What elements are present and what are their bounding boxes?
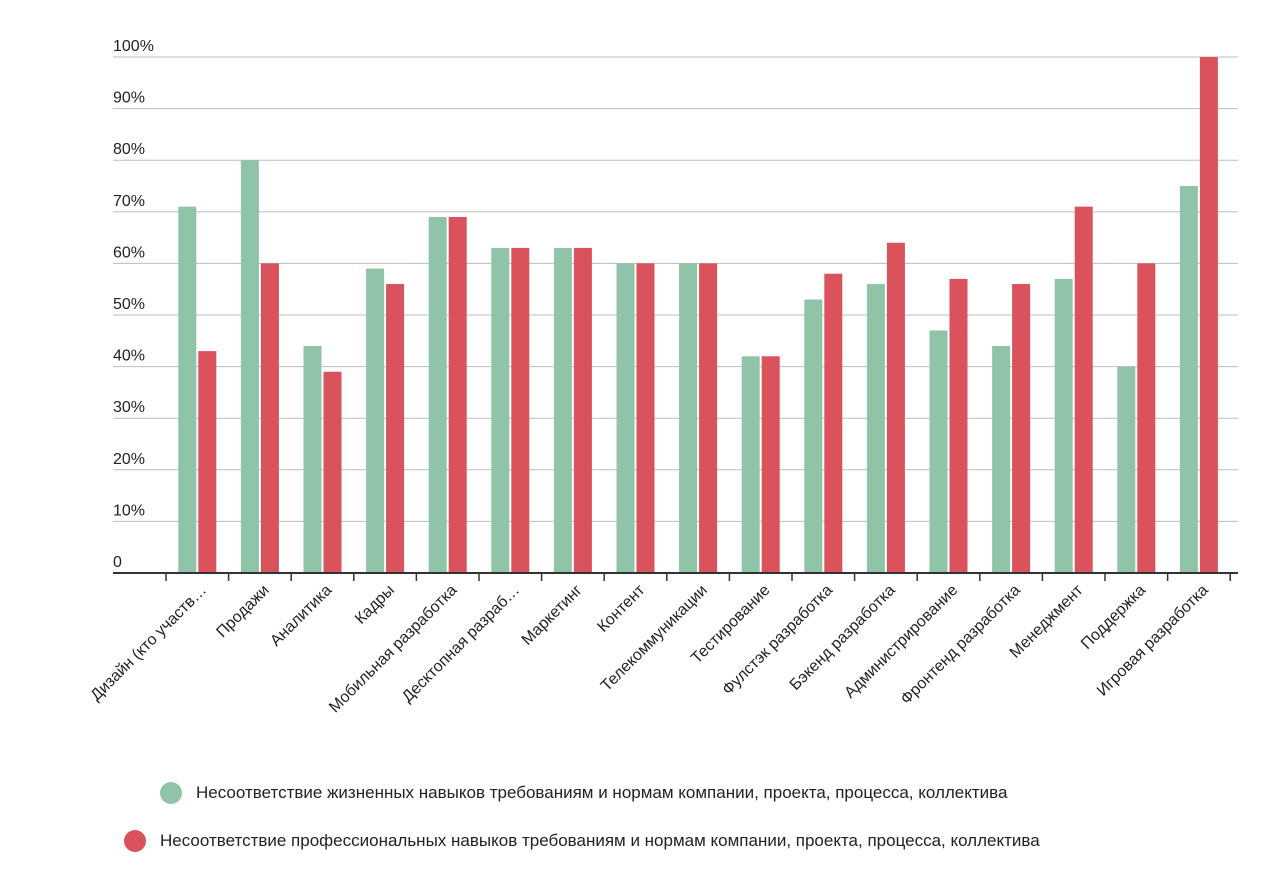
x-tick-label: Кадры	[352, 582, 398, 628]
x-tick-label: Продажи	[213, 582, 272, 641]
bar-professional-skills	[198, 351, 217, 573]
x-tick-label: Фулстэк разработка	[719, 582, 836, 699]
legend-label-professional-skills: Несоответствие профессиональных навыков …	[160, 831, 1040, 850]
bar-professional-skills	[636, 263, 655, 573]
x-tick-label: Дизайн (кто участв…	[88, 582, 211, 705]
legend-item-professional-skills: Несоответствие профессиональных навыков …	[124, 830, 1040, 852]
y-tick-label: 0	[113, 554, 122, 571]
bar-professional-skills	[1137, 263, 1156, 573]
y-tick-label: 20%	[113, 451, 145, 468]
y-tick-label: 100%	[113, 38, 154, 55]
bar-professional-skills	[1074, 206, 1093, 573]
x-tick-label: Маркетинг	[519, 582, 586, 649]
bar-professional-skills	[824, 273, 843, 573]
legend-label-life-skills: Несоответствие жизненных навыков требова…	[196, 783, 1008, 802]
bar-professional-skills	[949, 278, 968, 573]
x-tick-label: Контент	[594, 581, 648, 635]
bar-life-skills	[178, 206, 197, 573]
bar-life-skills	[741, 356, 760, 573]
bar-professional-skills	[260, 263, 279, 573]
bar-life-skills	[491, 247, 510, 574]
x-tick-label: Администрирование	[841, 582, 961, 702]
bar-professional-skills	[699, 263, 718, 573]
y-tick-label: 70%	[113, 193, 145, 210]
x-tick-label: Бэкенд разработка	[787, 582, 899, 694]
y-tick-label: 80%	[113, 141, 145, 158]
grid-lines	[113, 56, 1238, 522]
bar-professional-skills	[761, 356, 780, 573]
legend-dot-red	[124, 830, 146, 852]
bar-professional-skills	[886, 242, 905, 573]
bar-life-skills	[1179, 186, 1198, 573]
y-tick-label: 30%	[113, 399, 145, 416]
bar-professional-skills	[511, 247, 530, 574]
bar-life-skills	[992, 345, 1011, 573]
bar-life-skills	[929, 330, 948, 573]
x-tick-label: Аналитика	[267, 582, 335, 650]
bar-professional-skills	[573, 247, 592, 574]
y-tick-label: 10%	[113, 502, 145, 519]
y-axis-ticks: 0 10% 20% 30% 40% 50% 60% 70% 80% 90% 100%	[113, 38, 154, 571]
bar-life-skills	[366, 268, 385, 573]
y-tick-label: 40%	[113, 348, 145, 365]
x-tick-label: Десктопная разраб…	[399, 582, 523, 706]
bar-life-skills	[616, 263, 635, 573]
bar-professional-skills	[1199, 57, 1218, 573]
bar-professional-skills	[386, 284, 405, 573]
y-tick-label: 90%	[113, 90, 145, 107]
x-tick-label: Фронтенд разработка	[898, 582, 1024, 708]
bar-professional-skills	[323, 371, 342, 573]
y-tick-label: 50%	[113, 296, 145, 313]
bar-life-skills	[428, 216, 447, 573]
bar-life-skills	[804, 299, 823, 573]
y-tick-label: 60%	[113, 244, 145, 261]
bars	[178, 57, 1218, 574]
bar-life-skills	[240, 160, 259, 573]
bar-professional-skills	[448, 216, 467, 573]
bar-life-skills	[553, 247, 572, 574]
legend-item-life-skills: Несоответствие жизненных навыков требова…	[160, 782, 1007, 804]
bar-life-skills	[866, 284, 885, 573]
legend-dot-green	[160, 782, 182, 804]
x-tick-label: Мобильная разработка	[326, 582, 460, 716]
x-tick-label: Игровая разработка	[1094, 582, 1212, 700]
bar-life-skills	[303, 345, 322, 573]
bar-life-skills	[1054, 278, 1073, 573]
bar-life-skills	[1117, 366, 1136, 573]
x-tick-label: Телекоммуникации	[598, 582, 711, 695]
x-axis	[113, 572, 1238, 581]
bar-life-skills	[679, 263, 698, 573]
bar-professional-skills	[1012, 284, 1031, 573]
